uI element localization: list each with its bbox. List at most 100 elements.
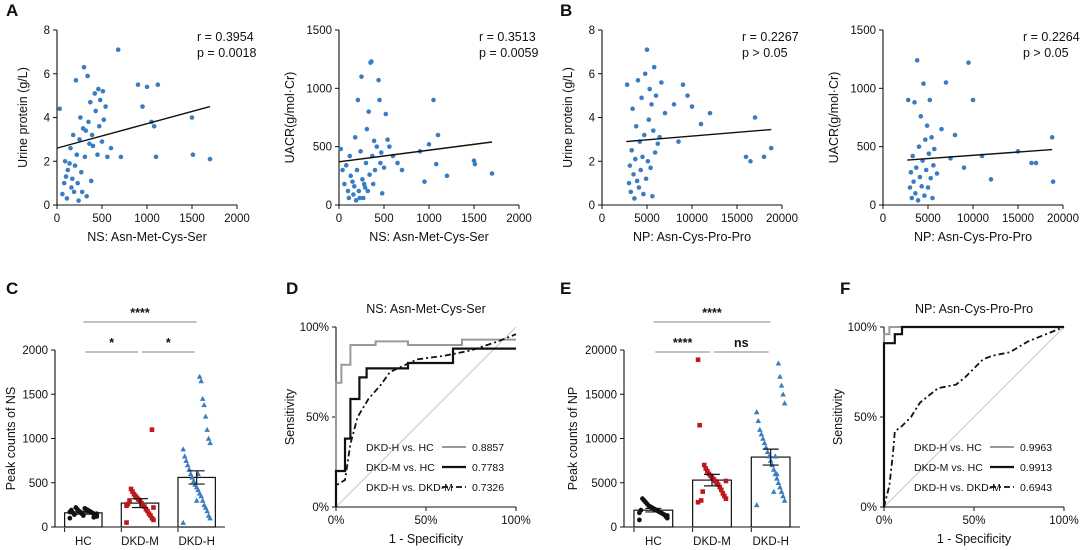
data-point <box>202 504 209 510</box>
x-tick-label: 0 <box>880 213 886 225</box>
legend-label: DKD-H vs. DKD-M <box>366 482 453 494</box>
roc-curve-black <box>334 347 516 507</box>
y-tick-label: 0 <box>589 200 595 212</box>
data-point <box>155 82 161 87</box>
x-axis-label: NP: Asn-Cys-Pro-Pro <box>633 230 751 244</box>
y-tick-label: 1500 <box>306 25 332 37</box>
data-point <box>196 490 203 496</box>
data-point <box>100 88 106 94</box>
data-point <box>193 497 200 503</box>
data-point <box>444 173 450 179</box>
y-tick-label: 5000 <box>591 478 617 490</box>
y-tick-label: 500 <box>313 142 332 154</box>
data-point <box>352 184 357 189</box>
data-point <box>103 104 108 109</box>
y-tick-label: 50% <box>306 412 329 424</box>
data-point <box>915 198 921 203</box>
data-point <box>63 174 69 179</box>
data-point <box>932 146 937 152</box>
data-point <box>911 179 916 184</box>
y-tick-label: 10000 <box>585 434 617 446</box>
data-point <box>774 471 780 477</box>
data-point <box>772 453 779 459</box>
data-point <box>340 167 345 173</box>
data-point <box>378 160 383 166</box>
data-point <box>64 196 70 201</box>
data-point <box>379 150 384 155</box>
data-point <box>361 195 366 201</box>
stat-label: p = 0.0059 <box>479 46 538 60</box>
y-tick-label: 0% <box>860 502 877 514</box>
y-tick-label: 20000 <box>585 345 617 357</box>
data-point <box>131 491 137 497</box>
data-point <box>347 153 353 159</box>
data-point <box>1049 135 1055 140</box>
data-point <box>140 104 145 109</box>
data-point <box>970 97 976 103</box>
data-point <box>662 110 668 116</box>
x-axis-label: NP: Asn-Cys-Pro-Pro <box>914 230 1032 244</box>
x-tick-label: 5000 <box>915 213 941 225</box>
y-tick-label: 1000 <box>22 434 48 446</box>
bar-panel-e: 0 5000 10000 15000 20000 Peak counts of NP HC D… <box>566 306 800 548</box>
data-point <box>914 165 919 170</box>
data-point <box>910 153 915 159</box>
data-point <box>778 382 785 388</box>
data-point <box>422 179 427 184</box>
panel-letter-d: D <box>286 279 298 298</box>
data-point <box>199 497 206 503</box>
data-point <box>360 177 365 182</box>
x-tick-label: 100% <box>501 515 530 527</box>
y-tick-label: 8 <box>44 25 50 37</box>
data-point <box>761 440 768 446</box>
data-point <box>930 195 935 201</box>
data-point <box>61 180 67 186</box>
y-tick-label: 500 <box>29 478 48 490</box>
data-point <box>362 185 368 190</box>
data-point <box>369 59 374 64</box>
scatter-panel-b2: 0 5000 10000 15000 20000 0 500 1000 1500 NP: Asn-… <box>827 25 1080 244</box>
data-point <box>201 502 207 508</box>
data-point <box>75 180 80 186</box>
data-point <box>630 106 635 112</box>
data-point <box>707 110 713 116</box>
data-point <box>354 167 360 173</box>
significance-label: **** <box>673 336 693 350</box>
x-tick-label: 0 <box>599 213 605 225</box>
data-point <box>180 519 187 525</box>
data-point <box>717 484 723 490</box>
data-point <box>755 418 762 424</box>
chart-title: NP: Asn-Cys-Pro-Pro <box>915 302 1033 316</box>
data-point <box>653 93 659 98</box>
data-point <box>78 115 83 120</box>
x-tick-label: 500 <box>374 213 393 225</box>
data-point <box>907 185 913 190</box>
data-point <box>1050 179 1056 184</box>
data-point <box>189 474 195 480</box>
data-point <box>925 185 931 190</box>
data-point <box>199 395 206 401</box>
data-point <box>81 64 87 70</box>
data-point <box>640 496 645 502</box>
data-point <box>632 196 637 201</box>
data-point <box>184 462 191 468</box>
data-point <box>101 117 107 122</box>
data-point <box>697 422 702 428</box>
data-point <box>923 137 928 142</box>
data-point <box>86 119 91 125</box>
y-tick-label: 4 <box>44 113 51 125</box>
data-point <box>917 174 923 180</box>
panel-letter-f: F <box>840 279 850 298</box>
data-point <box>124 503 129 509</box>
significance-label: * <box>166 336 171 350</box>
data-point <box>929 135 934 140</box>
data-point <box>67 515 73 521</box>
data-point <box>753 502 760 508</box>
data-point <box>381 165 387 170</box>
data-point <box>342 181 347 187</box>
data-point <box>764 448 771 455</box>
roc-curve-black <box>882 325 1064 507</box>
data-point <box>928 175 933 181</box>
data-point <box>689 104 695 109</box>
